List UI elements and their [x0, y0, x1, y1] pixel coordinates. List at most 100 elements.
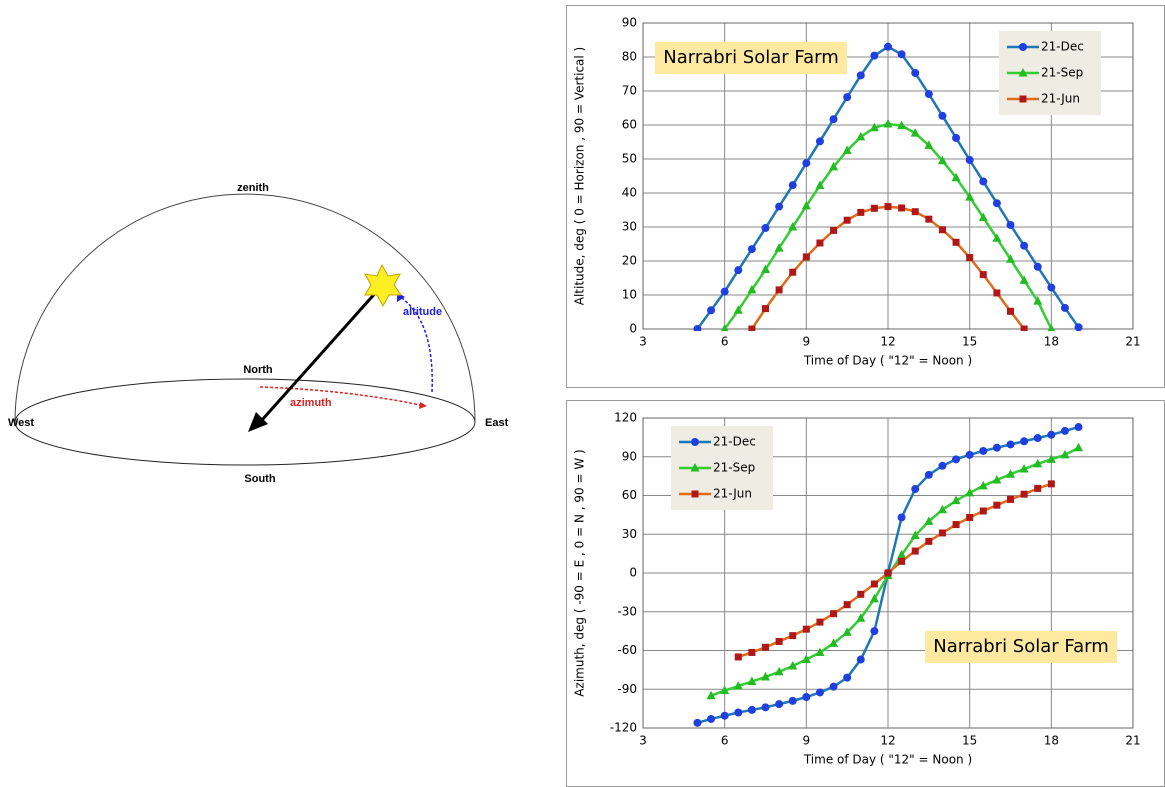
- marker: [1019, 464, 1029, 473]
- x-axis-title: Time of Day ( "12" = Noon ): [803, 354, 972, 368]
- plot-area: [642, 417, 1134, 729]
- y-tick-label: -90: [617, 682, 637, 696]
- south-label: South: [244, 473, 275, 485]
- x-axis-title: Time of Day ( "12" = Noon ): [803, 753, 972, 767]
- marker: [842, 627, 852, 636]
- marker: [911, 208, 919, 216]
- x-tick-label: 3: [639, 734, 647, 748]
- marker: [1006, 469, 1015, 478]
- annotation-box: [925, 631, 1117, 663]
- plot: [693, 423, 1084, 727]
- marker: [775, 700, 784, 709]
- marker: [856, 71, 865, 80]
- marker: [883, 118, 893, 128]
- marker: [693, 325, 702, 331]
- marker: [884, 42, 892, 51]
- altitude-label: altitude: [403, 306, 442, 318]
- marker: [1046, 454, 1056, 463]
- marker: [816, 618, 824, 626]
- marker: [747, 676, 757, 685]
- marker: [734, 266, 743, 275]
- marker: [1007, 495, 1014, 503]
- chart-frame: [566, 400, 1165, 787]
- annotation: Narrabri Solar Farm: [925, 631, 1117, 663]
- horizon: [14, 378, 476, 466]
- y-tick-label: 70: [622, 84, 637, 98]
- y-axis-title: Azimuth, deg ( -90 = E , 0 = N , 90 = W …: [573, 449, 587, 696]
- legend-marker: [690, 463, 700, 472]
- y-tick-label: 120: [614, 411, 637, 425]
- marker: [815, 647, 825, 656]
- marker: [857, 590, 865, 598]
- sun: [364, 263, 402, 308]
- marker: [802, 253, 810, 261]
- dome: [14, 193, 476, 423]
- marker: [1074, 442, 1084, 452]
- legend-label: 21-Jun: [713, 487, 752, 501]
- annotation-text: Narrabri Solar Farm: [663, 47, 839, 68]
- marker: [938, 529, 946, 537]
- marker: [897, 549, 907, 559]
- marker: [897, 513, 906, 522]
- legend-marker: [1019, 43, 1027, 51]
- marker: [801, 200, 811, 210]
- marker: [911, 68, 920, 77]
- marker: [870, 627, 879, 636]
- annotation: Narrabri Solar Farm: [655, 42, 847, 74]
- marker: [830, 610, 838, 618]
- marker: [1033, 434, 1042, 443]
- marker: [925, 215, 933, 223]
- marker: [937, 504, 947, 514]
- marker: [992, 199, 1001, 208]
- marker: [898, 557, 906, 565]
- marker: [815, 688, 824, 697]
- marker: [1020, 490, 1028, 498]
- marker: [992, 233, 1002, 242]
- plot-area: [642, 22, 1134, 330]
- marker: [897, 120, 907, 130]
- azimuth-label: azimuth: [290, 397, 332, 409]
- marker: [1033, 262, 1042, 271]
- marker: [706, 690, 716, 700]
- legend-marker: [1019, 95, 1027, 103]
- marker: [966, 513, 974, 521]
- marker: [1060, 426, 1069, 435]
- y-tick-label: 20: [622, 254, 637, 268]
- marker: [911, 485, 920, 494]
- marker: [802, 159, 811, 168]
- legend-marker: [1018, 68, 1028, 77]
- marker: [788, 661, 798, 670]
- marker: [789, 632, 797, 640]
- marker: [747, 245, 756, 254]
- marker: [733, 681, 743, 690]
- west-label: West: [8, 417, 34, 429]
- marker: [733, 305, 743, 314]
- marker: [734, 708, 743, 717]
- marker: [869, 122, 879, 132]
- marker: [842, 145, 852, 154]
- marker: [707, 714, 716, 723]
- marker: [775, 286, 783, 294]
- chart: 0 10 20 30 40 50 60 70 80 90 3 6 9 12 15 18 21 Time of Da…: [566, 5, 1165, 388]
- marker: [1020, 325, 1028, 331]
- marker: [748, 325, 756, 331]
- marker: [829, 638, 839, 647]
- marker: [952, 455, 961, 464]
- annotation-text: Narrabri Solar Farm: [933, 636, 1109, 657]
- y-tick-label: 60: [622, 488, 637, 502]
- marker: [1034, 484, 1042, 492]
- marker: [1074, 323, 1083, 331]
- zenith-label: zenith: [237, 182, 269, 194]
- marker: [1074, 423, 1083, 432]
- marker: [843, 673, 852, 682]
- marker: [979, 507, 987, 515]
- marker: [762, 643, 769, 651]
- x-tick-label: 12: [880, 734, 895, 748]
- legend: 21-Dec 21-Sep 21-Jun: [671, 426, 773, 510]
- marker: [1033, 458, 1043, 468]
- legend-label: 21-Dec: [713, 435, 756, 449]
- marker: [829, 161, 839, 171]
- marker: [924, 90, 933, 99]
- marker: [911, 547, 919, 555]
- marker: [816, 239, 824, 247]
